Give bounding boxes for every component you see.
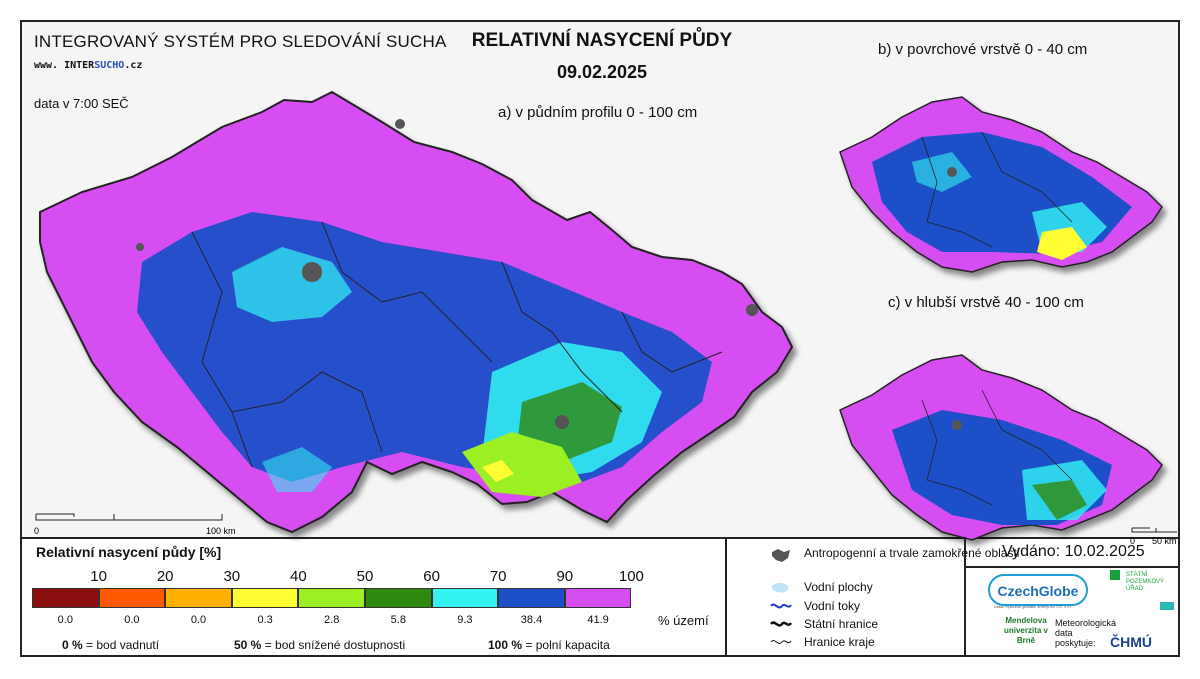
color-bar-cell (564, 588, 632, 608)
map-frame: INTEGROVANÝ SYSTÉM PRO SLEDOVÁNÍ SUCHA w… (20, 20, 1180, 657)
cyan-zone-south (262, 447, 332, 492)
main-soil-map: 0 100 km (34, 90, 794, 536)
color-bar-tick: 40 (290, 568, 307, 585)
area-percent-value: 38.4 (520, 614, 543, 626)
chmu-logo: ČHMÚ (1110, 634, 1152, 650)
color-bar-tick: 100 (618, 568, 644, 585)
color-bar-tick: 30 (223, 568, 241, 585)
note-reduced-availability: 50 % = bod snížené dostupnosti (234, 638, 406, 652)
color-bar-cell (365, 588, 432, 608)
issued-date: Vydáno: 10.02.2025 (1002, 543, 1145, 560)
surface-layer-map (839, 96, 1163, 273)
cyan-zone-west (232, 247, 352, 322)
map-panel: INTEGROVANÝ SYSTÉM PRO SLEDOVÁNÍ SUCHA w… (22, 22, 1178, 546)
legend-divider (725, 537, 727, 655)
color-bar-cell (98, 588, 166, 608)
spu-logo-square (1160, 602, 1174, 610)
state-border-icon (770, 621, 792, 627)
meteo-data-label: Meteorologická data poskytuje: (1055, 618, 1117, 648)
area-percent-value: 0.0 (57, 614, 73, 626)
color-bar-cell (298, 588, 365, 608)
anthropogenic-areas (136, 119, 758, 429)
footer-divider (964, 537, 966, 655)
color-bar-cell (498, 588, 565, 608)
spu-logo: STÁTNÍ POZEMKOVÝ ÚŘAD (1126, 572, 1165, 592)
area-percent-value: 41.9 (587, 614, 609, 626)
main-title: RELATIVNÍ NASYCENÍ PŮDY (471, 30, 733, 51)
color-bar-cell (431, 588, 499, 608)
color-bar-cell (32, 588, 99, 608)
main-scale-end: 100 km (206, 526, 236, 536)
color-bar-tick: 70 (489, 568, 507, 585)
data-time: data v 7:00 SEČ (34, 96, 129, 111)
color-bar-tick: 60 (423, 568, 440, 585)
website-link[interactable]: www. INTERSUCHO.cz (34, 60, 143, 71)
small-scale-bar (1131, 527, 1177, 533)
main-scale-bar (35, 513, 223, 521)
color-bar-tick: 20 (156, 568, 174, 585)
water-areas-label: Vodní plochy (804, 580, 873, 594)
czechglobe-subtitle: Ústav výzkumu globální změny AV ČR, v.v.… (994, 604, 1072, 609)
anthropogenic-label: Antropogenní a trvale zamokřené oblasti (804, 546, 1020, 560)
area-percent-value: 2.8 (324, 614, 340, 626)
color-bar-tick: 90 (556, 568, 574, 585)
color-bar-cell (165, 588, 232, 608)
water-stream-icon (770, 603, 792, 609)
system-title: INTEGROVANÝ SYSTÉM PRO SLEDOVÁNÍ SUCHA (34, 32, 447, 51)
lime-zone (462, 432, 582, 497)
small-scale-end: 50 km (1152, 536, 1177, 546)
deep-layer-map: 0 50 km (839, 354, 1177, 546)
small-scale-start: 0 (1130, 536, 1135, 546)
main-scale-start: 0 (34, 526, 39, 536)
water-area-icon (771, 583, 789, 593)
czechglobe-logo: CzechGlobe (988, 574, 1088, 606)
water-streams-label: Vodní toky (804, 599, 861, 613)
area-percent-value: 0.0 (190, 614, 207, 626)
spu-logo-mark (1110, 570, 1120, 580)
yellow-spots (482, 460, 514, 482)
area-percent-value: 0.3 (257, 614, 273, 626)
deep-map-subtitle: c) v hlubší vrstvě 40 - 100 cm (888, 294, 1084, 311)
area-percent-value: 5.8 (390, 614, 406, 626)
region-borders (191, 221, 723, 468)
area-percent-value: 9.3 (457, 614, 473, 626)
color-bar-tick: 50 (356, 568, 374, 585)
anthropogenic-icon (772, 549, 790, 562)
mendel-university-logo: Mendelova univerzita v Brně (1003, 616, 1048, 645)
color-bar-tick: 10 (90, 568, 107, 585)
legend-title: Relativní nasycení půdy [%] (36, 544, 222, 560)
note-wilting-point: 0 % = bod vadnutí (62, 638, 160, 652)
main-map-subtitle: a) v půdním profilu 0 - 100 cm (498, 104, 698, 121)
area-unit: % území (658, 613, 709, 628)
region-border-label: Hranice kraje (804, 635, 875, 649)
issued-underline (966, 566, 1178, 568)
state-border-label: Státní hranice (804, 617, 879, 631)
color-bar-cell (231, 588, 299, 608)
region-border-icon (770, 640, 792, 644)
map-date: 09.02.2025 (556, 62, 648, 82)
area-percent-value: 0.0 (124, 614, 140, 626)
surface-map-subtitle: b) v povrchové vrstvě 0 - 40 cm (878, 41, 1088, 58)
note-field-capacity: 100 % = polní kapacita (488, 638, 610, 652)
